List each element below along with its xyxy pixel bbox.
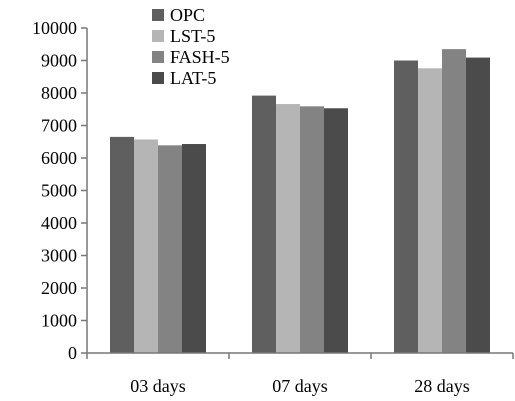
x-category-label: 28 days: [414, 376, 470, 396]
legend-label-lat-5: LAT-5: [170, 68, 216, 88]
axes-group: [81, 27, 514, 359]
bars-group: [110, 49, 490, 354]
bar-lat-5-1: [324, 108, 348, 354]
bar-lst-5-2: [418, 68, 442, 354]
y-tick-labels: 0 1000 2000 3000 4000 5000 6000 7000 8000 9000 100…: [32, 18, 77, 363]
y-tick-label: 4000: [41, 213, 77, 233]
bar-lat-5-2: [466, 57, 490, 353]
y-tick-label: 5000: [41, 181, 77, 201]
y-tick-label: 7000: [41, 116, 77, 136]
legend-label-lst-5: LST-5: [170, 26, 215, 46]
legend-swatch-fash-5: [152, 51, 164, 63]
y-tick-label: 10000: [32, 18, 77, 38]
bar-fash-5-1: [300, 106, 324, 353]
bar-lst-5-0: [134, 139, 158, 353]
bar-opc-2: [394, 60, 418, 353]
bar-opc-1: [252, 95, 276, 353]
y-tick-label: 3000: [41, 246, 77, 266]
x-category-labels: 03 days 07 days 28 days: [130, 376, 470, 396]
y-tick-label: 1000: [41, 311, 77, 331]
y-tick-label: 0: [68, 343, 77, 363]
y-tick-label: 9000: [41, 51, 77, 71]
legend-swatch-opc: [152, 9, 164, 21]
bar-opc-0: [110, 136, 134, 353]
bar-fash-5-0: [158, 145, 182, 353]
bar-lat-5-0: [182, 144, 206, 353]
x-category-label: 07 days: [272, 376, 328, 396]
y-tick-label: 8000: [41, 83, 77, 103]
x-category-label: 03 days: [130, 376, 186, 396]
legend-swatch-lst-5: [152, 30, 164, 42]
y-tick-label: 6000: [41, 148, 77, 168]
bar-fash-5-2: [442, 49, 466, 353]
bar-lst-5-1: [276, 104, 300, 353]
legend-swatch-lat-5: [152, 72, 164, 84]
y-tick-label: 2000: [41, 278, 77, 298]
legend-label-fash-5: FASH-5: [170, 47, 230, 67]
legend-label-opc: OPC: [170, 5, 205, 25]
